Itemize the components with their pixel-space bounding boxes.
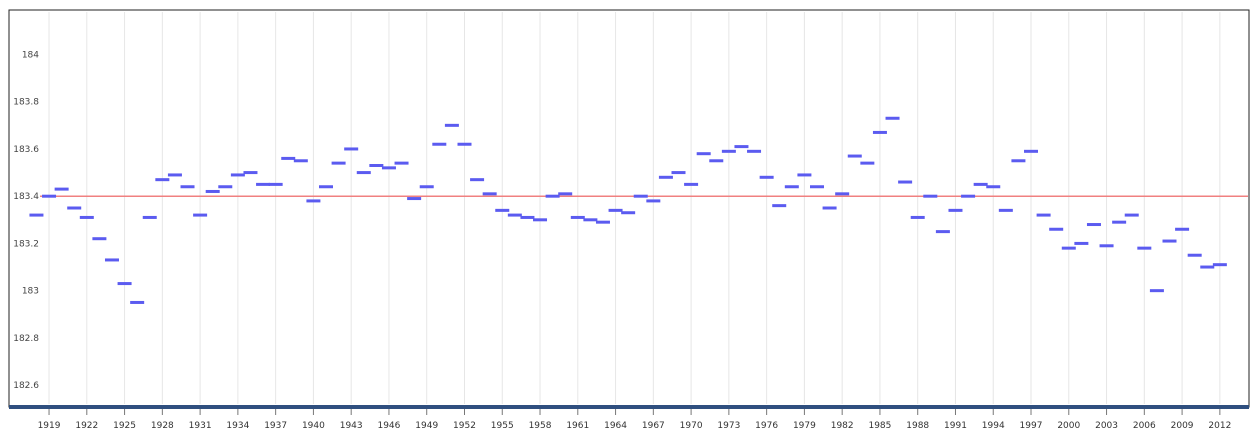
y-tick-label: 182.8 <box>13 334 39 344</box>
y-tick-label: 183.6 <box>13 145 39 155</box>
x-tick-label: 1997 <box>1020 421 1043 431</box>
x-tick-label: 1985 <box>868 421 891 431</box>
x-tick-label: 2006 <box>1133 421 1156 431</box>
x-tick-label: 1919 <box>38 421 61 431</box>
x-tick-label: 1961 <box>566 421 589 431</box>
x-tick-label: 1958 <box>529 421 552 431</box>
x-tick-label: 1937 <box>264 421 287 431</box>
x-tick-label: 1973 <box>717 421 740 431</box>
x-tick-label: 1943 <box>340 421 363 431</box>
x-tick-label: 1994 <box>982 421 1005 431</box>
data-points <box>29 116 1227 304</box>
y-tick-label: 183.2 <box>13 239 39 249</box>
x-tick-label: 1982 <box>831 421 854 431</box>
x-tick-label: 1988 <box>906 421 929 431</box>
x-tick-label: 2009 <box>1171 421 1194 431</box>
x-tick-label: 1940 <box>302 421 325 431</box>
y-axis-ticks: 182.6 182.8 183 183.2 183.4 183.6 183.8 184 <box>13 51 39 392</box>
x-tick-label: 1922 <box>75 421 98 431</box>
x-tick-label: 1955 <box>491 421 514 431</box>
x-tick-label: 2000 <box>1057 421 1080 431</box>
x-tick-label: 1967 <box>642 421 665 431</box>
x-tick-label: 1946 <box>377 421 400 431</box>
y-tick-label: 183 <box>22 287 39 297</box>
grid <box>48 12 1221 404</box>
plot-frame <box>8 9 1250 408</box>
x-axis-ticks: 1919 1922 1925 1928 1931 1934 1937 1940 1943 1946… <box>38 409 1231 431</box>
x-tick-label: 1976 <box>755 421 778 431</box>
x-tick-label: 1931 <box>189 421 212 431</box>
x-axis-bar <box>9 405 1249 409</box>
x-tick-label: 1928 <box>151 421 174 431</box>
y-tick-label: 183.4 <box>13 192 39 202</box>
x-tick-label: 1964 <box>604 421 627 431</box>
x-tick-label: 1952 <box>453 421 476 431</box>
x-tick-label: 1979 <box>793 421 816 431</box>
x-tick-label: 1934 <box>226 421 249 431</box>
x-tick-label: 1949 <box>415 421 438 431</box>
x-tick-label: 1925 <box>113 421 136 431</box>
x-tick-label: 1991 <box>944 421 967 431</box>
y-tick-label: 182.6 <box>13 381 39 391</box>
x-tick-label: 2003 <box>1095 421 1118 431</box>
x-tick-label: 2012 <box>1208 421 1231 431</box>
x-tick-label: 1970 <box>680 421 703 431</box>
y-tick-label: 183.8 <box>13 98 39 108</box>
y-tick-label: 184 <box>22 51 39 61</box>
